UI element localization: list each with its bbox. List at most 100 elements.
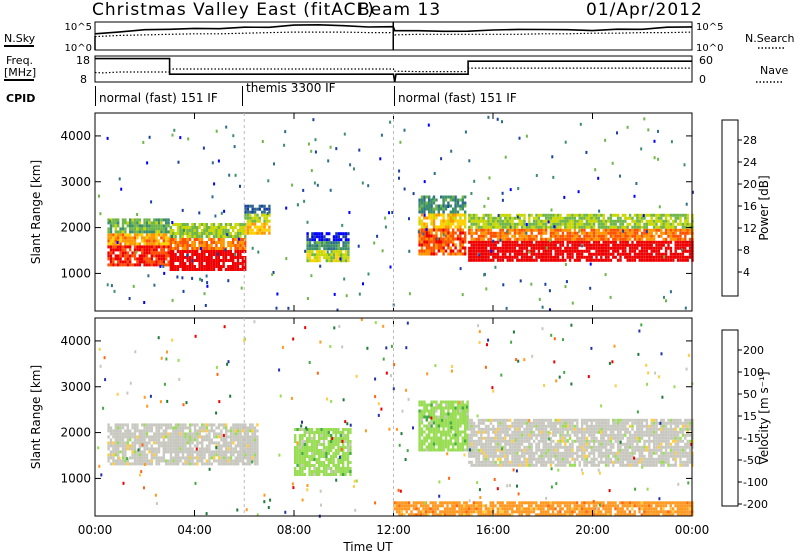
power-cell xyxy=(655,249,658,253)
power-cell xyxy=(340,238,343,242)
power-cell xyxy=(347,244,350,248)
power-cell xyxy=(442,198,445,202)
power-cell xyxy=(138,242,141,246)
velocity-cell xyxy=(346,428,350,431)
power-cell xyxy=(655,258,658,262)
power-cell xyxy=(165,224,168,228)
power-cell xyxy=(530,252,533,256)
power-noise-cell xyxy=(313,181,316,185)
power-cell xyxy=(492,255,495,259)
velocity-cell xyxy=(189,435,192,439)
power-cell xyxy=(138,257,141,261)
power-cell xyxy=(181,268,184,271)
velocity-cell xyxy=(576,421,579,425)
power-cell xyxy=(592,222,596,226)
power-cell xyxy=(508,228,512,232)
velocity-cell xyxy=(143,429,146,433)
power-noise-cell xyxy=(647,128,650,132)
velocity-cell xyxy=(133,462,137,466)
power-cell xyxy=(119,254,122,258)
power-cell xyxy=(121,227,125,231)
velocity-cell xyxy=(107,423,110,427)
power-cell xyxy=(318,244,321,248)
velocity-cell xyxy=(571,421,574,425)
velocity-cell xyxy=(225,456,228,460)
power-cell xyxy=(215,259,218,262)
velocity-cell xyxy=(456,421,460,425)
power-cell xyxy=(425,231,428,235)
velocity-cell xyxy=(344,446,347,449)
power-cell xyxy=(203,241,206,244)
power-cell xyxy=(141,239,144,243)
power-cell xyxy=(423,249,426,253)
power-cell xyxy=(167,242,170,246)
power-cell xyxy=(191,253,194,256)
power-cell xyxy=(160,248,163,252)
power-cell xyxy=(217,259,220,262)
power-cell xyxy=(464,201,467,205)
velocity-cell xyxy=(222,459,225,463)
power-cell xyxy=(344,235,348,239)
power-cell xyxy=(679,219,682,223)
power-noise-cell xyxy=(271,273,274,276)
velocity-cell xyxy=(196,429,199,433)
power-cell xyxy=(330,250,333,254)
velocity-cell xyxy=(423,412,426,416)
power-cell xyxy=(459,252,462,256)
velocity-cell xyxy=(513,451,517,455)
velocity-cell xyxy=(296,470,299,473)
velocity-cell xyxy=(189,426,192,430)
power-cell xyxy=(191,250,194,253)
velocity-cell xyxy=(552,433,555,437)
velocity-cell xyxy=(349,449,352,452)
power-cell xyxy=(573,222,577,226)
velocity-cell xyxy=(196,432,199,436)
power-cell xyxy=(332,256,336,260)
power-cell xyxy=(511,255,514,259)
velocity-cell xyxy=(544,463,548,467)
power-cell xyxy=(229,235,232,238)
velocity-cell xyxy=(580,442,584,446)
velocity-cell xyxy=(215,441,218,445)
velocity-cell xyxy=(556,454,560,458)
power-cell xyxy=(136,236,139,240)
power-cell xyxy=(628,234,632,238)
power-cell xyxy=(489,258,493,262)
power-cell xyxy=(578,234,581,238)
power-noise-cell xyxy=(223,209,226,213)
velocity-cell xyxy=(542,448,545,452)
power-cell xyxy=(520,237,524,241)
velocity-cell xyxy=(303,428,306,431)
velocity-cell xyxy=(107,429,110,433)
velocity-cell xyxy=(157,426,161,430)
velocity-cell xyxy=(461,442,464,446)
velocity-cell xyxy=(301,470,304,473)
velocity-cell xyxy=(523,454,526,458)
velocity-cell xyxy=(318,443,321,446)
power-noise-cell xyxy=(373,241,376,245)
power-cell xyxy=(549,255,553,259)
power-cell xyxy=(640,249,644,253)
velocity-cell xyxy=(447,421,450,425)
power-noise-cell xyxy=(159,264,162,268)
velocity-cell xyxy=(136,450,139,454)
velocity-cell xyxy=(552,424,555,428)
power-cell xyxy=(258,228,261,232)
power-cell xyxy=(676,228,680,232)
velocity-cell xyxy=(452,400,455,404)
velocity-cell xyxy=(547,430,550,434)
power-cell xyxy=(332,238,336,242)
velocity-cell xyxy=(294,473,297,476)
velocity-cell xyxy=(107,426,110,430)
power-cell xyxy=(459,198,462,202)
velocity-cell xyxy=(330,446,333,449)
power-cell xyxy=(117,257,120,261)
velocity-cell xyxy=(193,423,197,427)
velocity-cell xyxy=(133,438,137,442)
power-cell xyxy=(537,228,541,232)
velocity-cell xyxy=(121,456,125,460)
power-cell xyxy=(444,222,448,226)
power-cell xyxy=(588,225,591,229)
power-cell xyxy=(222,235,225,238)
velocity-cell xyxy=(294,440,297,443)
